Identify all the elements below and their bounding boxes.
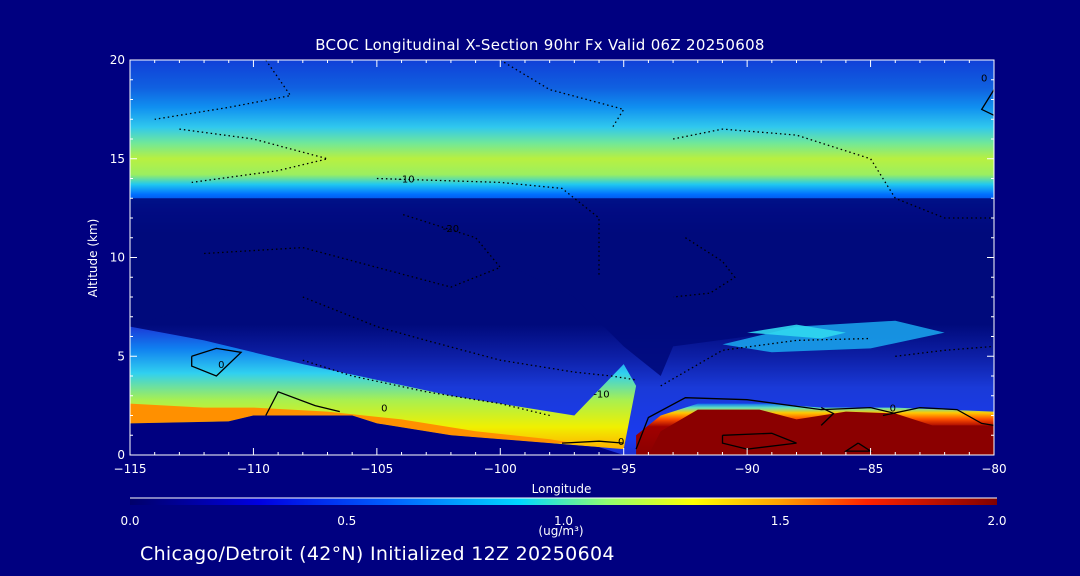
- contour-line: [635, 397, 896, 450]
- terrain-mask: [130, 415, 994, 455]
- colorbar-gradient: [130, 498, 997, 505]
- y-tick-label: 0: [117, 448, 125, 462]
- footer-caption: Chicago/Detroit (42°N) Initialized 12Z 2…: [140, 543, 615, 565]
- contour-line: [660, 337, 871, 387]
- x-tick-label: −100: [484, 462, 517, 476]
- contour-line: [376, 177, 600, 278]
- contour-line: [895, 345, 994, 357]
- colorbar: 0.0 0.5 1.0 1.5 2.0: [120, 497, 1007, 528]
- contour-label: 0: [618, 437, 624, 448]
- boundary-layer-west: [130, 326, 637, 450]
- boundary-layer-east-core: [648, 409, 994, 455]
- contour-line: [265, 390, 340, 416]
- contour-line: [302, 296, 637, 381]
- contour-label: 0: [381, 404, 387, 415]
- y-tick-label: 5: [117, 349, 125, 363]
- colorbar-tick-label: 1.0: [554, 514, 573, 528]
- x-tick-label: −110: [237, 462, 270, 476]
- colorbar-units: (ug/m³): [538, 524, 584, 538]
- y-tick-label: 20: [110, 53, 125, 67]
- x-tick-label: −105: [360, 462, 393, 476]
- contour-label: -10: [593, 390, 609, 401]
- boundary-layer-west-core: [130, 403, 575, 444]
- x-tick-label: −80: [981, 462, 1006, 476]
- colorbar-tick-label: 0.5: [337, 514, 356, 528]
- mid-level-patch: [747, 324, 846, 339]
- contour-line: [204, 213, 502, 288]
- colorbar-tick-label: 2.0: [987, 514, 1006, 528]
- contour-line: [882, 406, 994, 427]
- chart-title: BCOC Longitudinal X-Section 90hr Fx Vali…: [315, 36, 765, 54]
- x-tick-label: −90: [734, 462, 759, 476]
- contour-line: [499, 60, 625, 130]
- x-tick-label: −95: [611, 462, 636, 476]
- x-tick-label: −115: [114, 462, 147, 476]
- concentration-field: [130, 60, 994, 455]
- contour-line: [843, 442, 873, 452]
- contour-label: 0: [981, 74, 987, 85]
- x-tick-label: −85: [858, 462, 883, 476]
- contour-line: [980, 89, 994, 116]
- contour-line: [561, 440, 624, 444]
- contour-label: 0: [890, 404, 896, 415]
- contour-line: [721, 432, 797, 450]
- contour-label: -10: [398, 174, 414, 185]
- contour-lines: -10 -20 0 0 -10 0 0 0: [154, 60, 994, 452]
- contour-label: -20: [443, 224, 459, 235]
- mid-level-patch: [722, 320, 945, 353]
- axes: −115 −110 −105 −100 −95 −90 −85 −80 0 5 10 15 20: [110, 53, 1007, 476]
- colorbar-tick-label: 0.0: [120, 514, 139, 528]
- contour-line: [191, 347, 243, 377]
- contour-line: [820, 407, 835, 426]
- x-axis-label: Longitude: [531, 482, 592, 496]
- colorbar-tick-label: 1.5: [771, 514, 790, 528]
- contour-line: [672, 128, 994, 219]
- contour-line: [673, 237, 736, 298]
- contour-label: 0: [218, 360, 224, 371]
- y-tick-label: 10: [110, 251, 125, 265]
- y-tick-label: 15: [110, 152, 125, 166]
- contour-line: [179, 128, 328, 184]
